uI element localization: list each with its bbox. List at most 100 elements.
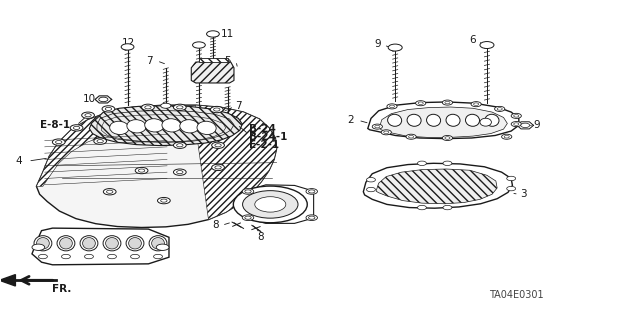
Circle shape <box>102 106 115 112</box>
Circle shape <box>38 254 47 259</box>
Ellipse shape <box>60 238 72 249</box>
Circle shape <box>442 100 452 105</box>
Text: 11: 11 <box>220 29 234 39</box>
Circle shape <box>177 144 183 147</box>
Circle shape <box>135 167 148 174</box>
Circle shape <box>514 115 519 117</box>
Circle shape <box>442 136 452 141</box>
Polygon shape <box>36 105 276 227</box>
Circle shape <box>243 191 298 218</box>
Circle shape <box>103 189 116 195</box>
Text: 3: 3 <box>520 189 527 199</box>
Circle shape <box>105 107 111 110</box>
Circle shape <box>480 41 494 48</box>
Circle shape <box>157 197 170 204</box>
Ellipse shape <box>109 121 129 135</box>
Polygon shape <box>90 106 243 145</box>
Ellipse shape <box>80 236 98 251</box>
Text: TA04E0301: TA04E0301 <box>489 290 543 300</box>
Circle shape <box>193 42 205 48</box>
Circle shape <box>387 104 397 109</box>
Text: 9: 9 <box>533 120 540 130</box>
Circle shape <box>32 244 45 250</box>
Circle shape <box>367 187 376 192</box>
Text: 5: 5 <box>224 56 231 66</box>
Circle shape <box>418 102 423 105</box>
Circle shape <box>415 101 426 106</box>
Circle shape <box>245 216 251 219</box>
Circle shape <box>243 215 253 220</box>
Circle shape <box>443 205 452 210</box>
Ellipse shape <box>57 236 75 251</box>
Circle shape <box>514 123 519 125</box>
Ellipse shape <box>149 236 167 251</box>
Circle shape <box>177 171 183 174</box>
Circle shape <box>207 31 220 37</box>
Text: FR.: FR. <box>52 284 72 294</box>
Circle shape <box>173 142 186 148</box>
Polygon shape <box>376 169 497 204</box>
Circle shape <box>507 176 516 181</box>
Ellipse shape <box>126 236 144 251</box>
Circle shape <box>497 108 502 110</box>
Ellipse shape <box>152 238 164 249</box>
Circle shape <box>82 112 95 118</box>
Polygon shape <box>368 102 519 139</box>
Circle shape <box>511 113 522 118</box>
Text: B-24-1: B-24-1 <box>248 132 287 142</box>
Polygon shape <box>380 107 508 137</box>
Ellipse shape <box>426 114 440 126</box>
Circle shape <box>372 124 383 129</box>
Circle shape <box>177 106 183 109</box>
Ellipse shape <box>127 120 146 133</box>
Text: 8: 8 <box>257 232 264 242</box>
Circle shape <box>74 126 80 130</box>
Circle shape <box>255 197 286 212</box>
Ellipse shape <box>465 114 479 126</box>
Circle shape <box>471 102 481 107</box>
Polygon shape <box>246 185 314 223</box>
Circle shape <box>214 108 220 111</box>
Circle shape <box>138 169 145 172</box>
Circle shape <box>215 166 221 169</box>
Circle shape <box>474 103 479 105</box>
Text: E-8-1: E-8-1 <box>40 120 70 130</box>
Circle shape <box>306 215 317 220</box>
Circle shape <box>511 122 522 127</box>
Circle shape <box>212 142 225 148</box>
Circle shape <box>161 103 171 108</box>
Ellipse shape <box>103 236 121 251</box>
Text: 12: 12 <box>122 39 136 48</box>
Circle shape <box>504 136 509 138</box>
Circle shape <box>375 125 380 128</box>
Polygon shape <box>196 105 276 219</box>
Ellipse shape <box>83 238 95 249</box>
Ellipse shape <box>34 236 52 251</box>
Circle shape <box>145 106 151 109</box>
Circle shape <box>215 144 221 147</box>
Circle shape <box>173 104 186 110</box>
Circle shape <box>131 254 140 259</box>
Ellipse shape <box>197 121 216 135</box>
Ellipse shape <box>106 238 118 249</box>
Ellipse shape <box>446 114 460 126</box>
Ellipse shape <box>388 114 402 126</box>
Ellipse shape <box>480 118 492 126</box>
Text: 7: 7 <box>146 56 152 66</box>
Circle shape <box>141 104 154 110</box>
Circle shape <box>495 106 505 111</box>
Circle shape <box>245 190 251 193</box>
Circle shape <box>308 216 315 219</box>
Circle shape <box>417 205 426 210</box>
Text: B-24: B-24 <box>248 124 275 135</box>
Circle shape <box>121 44 134 50</box>
Ellipse shape <box>180 120 199 133</box>
Text: E-2-1: E-2-1 <box>248 140 279 150</box>
Circle shape <box>367 178 376 182</box>
Circle shape <box>306 189 317 194</box>
Circle shape <box>243 189 253 194</box>
Text: 1: 1 <box>52 231 59 241</box>
Ellipse shape <box>145 119 164 132</box>
Ellipse shape <box>36 238 49 249</box>
Circle shape <box>97 140 103 143</box>
